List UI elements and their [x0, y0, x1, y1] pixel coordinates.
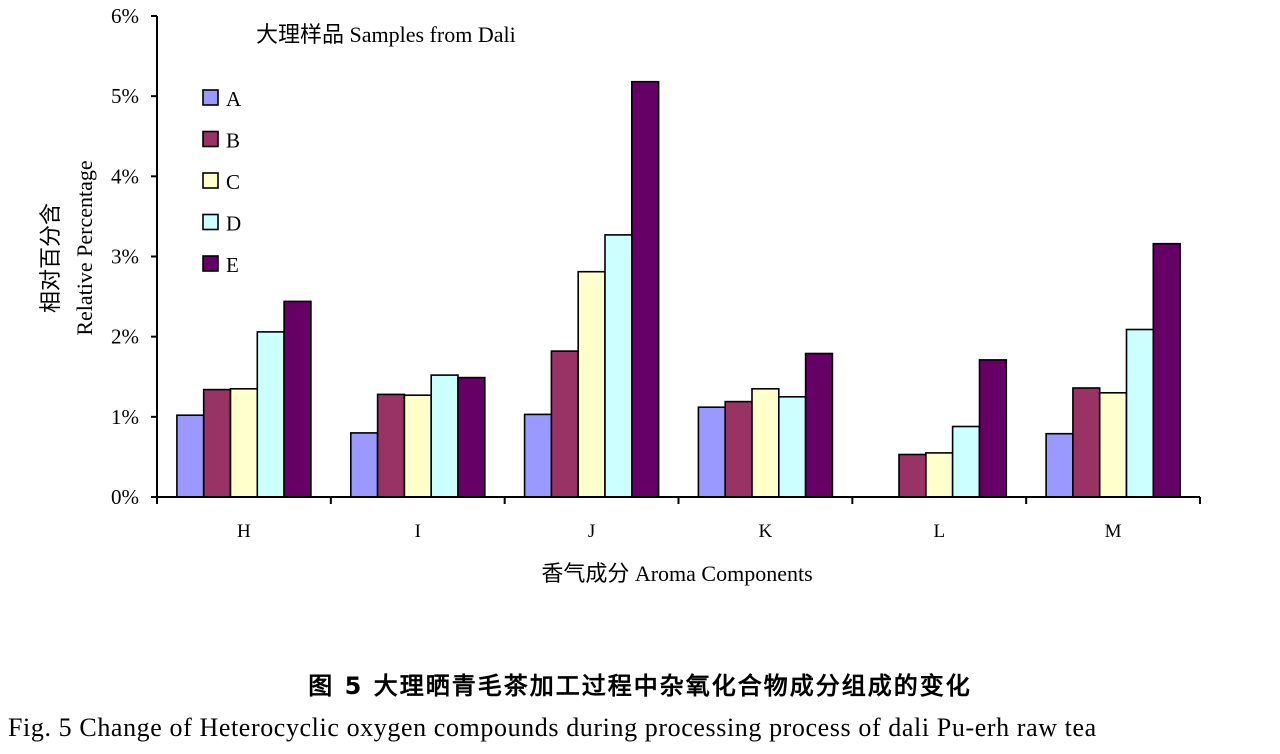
- x-tick-label: M: [1105, 521, 1122, 542]
- legend-label-E: E: [226, 253, 239, 277]
- x-tick-label: I: [415, 521, 421, 542]
- legend-swatch-C: [202, 172, 219, 189]
- bar-B-I: [376, 393, 406, 498]
- bar-chart: 0% 1% 2% 3% 4% 5% 6% H I J K L M 香气成分 Aroma Component…: [38, 4, 1201, 586]
- caption-zh: 图 5 大理晒青毛茶加工过程中杂氧化合物成分组成的变化: [308, 672, 972, 700]
- bar-E-L: [978, 359, 1008, 498]
- bar-C-J: [577, 270, 606, 498]
- bar-D-H: [256, 331, 285, 498]
- legend-swatch-A: [202, 89, 219, 106]
- bar-D-M: [1125, 328, 1155, 498]
- bar-B-L: [898, 453, 927, 498]
- bar-A-H: [176, 414, 205, 498]
- x-tick-label: K: [759, 521, 773, 542]
- y-tick-label: 2%: [111, 325, 139, 349]
- bar-D-I: [430, 374, 459, 498]
- y-tick-label: 4%: [111, 164, 139, 188]
- bar-B-H: [202, 388, 232, 498]
- bar-E-K: [804, 352, 834, 498]
- chart-title: 大理样品 Samples from Dali: [256, 22, 516, 47]
- legend-swatch-E: [202, 255, 219, 272]
- y-tick-label: 3%: [111, 245, 139, 269]
- y-tick-label: 1%: [111, 405, 139, 429]
- bar-C-K: [751, 387, 780, 498]
- bar-D-K: [777, 395, 807, 498]
- legend-label-D: D: [226, 212, 241, 236]
- bar-E-J: [630, 80, 660, 498]
- bar-E-I: [457, 376, 486, 498]
- bar-C-H: [229, 387, 259, 498]
- bar-E-H: [283, 300, 312, 498]
- x-tick-label: J: [588, 521, 595, 542]
- bar-B-M: [1072, 387, 1101, 498]
- caption-en: Fig. 5 Change of Heterocyclic oxygen com…: [8, 713, 1097, 742]
- y-tick-label: 0%: [111, 485, 139, 509]
- x-axis-title: 香气成分 Aroma Components: [541, 561, 812, 586]
- y-axis-title-zh: 相对百分含: [38, 203, 63, 313]
- legend-label-B: B: [226, 129, 240, 153]
- bar-D-L: [951, 425, 981, 498]
- legend-swatch-D: [202, 213, 219, 231]
- bar-C-M: [1098, 391, 1128, 498]
- bar-A-I: [349, 432, 379, 498]
- bar-D-J: [604, 234, 633, 498]
- bar-B-J: [550, 350, 580, 498]
- bar-A-M: [1045, 432, 1074, 498]
- legend-label-A: A: [226, 87, 242, 111]
- bar-B-K: [724, 400, 753, 498]
- bar-C-I: [403, 394, 432, 498]
- y-tick-label: 5%: [111, 84, 139, 108]
- x-tick-label: H: [237, 521, 251, 542]
- bar-C-L: [925, 452, 954, 498]
- x-tick-label: L: [933, 521, 945, 542]
- legend-swatch-B: [202, 130, 219, 148]
- bar-A-K: [697, 406, 727, 498]
- bar-E-M: [1152, 242, 1181, 498]
- y-tick-label: 6%: [111, 4, 139, 28]
- y-axis-title-en: Relative Percentage: [72, 160, 97, 335]
- legend-label-C: C: [226, 170, 240, 194]
- bar-A-J: [523, 413, 553, 498]
